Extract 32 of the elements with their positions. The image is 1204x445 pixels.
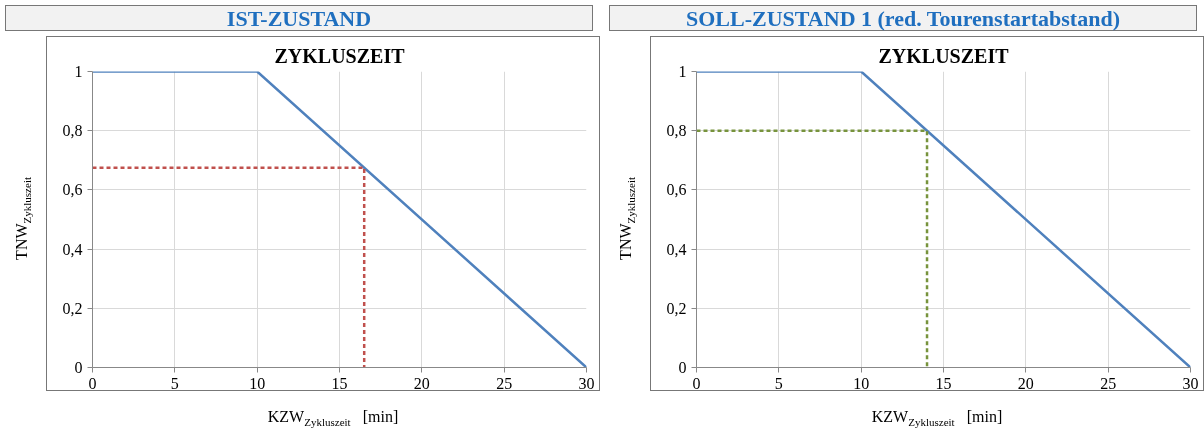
y-tick-label: 0,4 bbox=[62, 240, 83, 258]
chart-title: IST-ZUSTAND bbox=[226, 6, 372, 32]
chart-subtitle: ZYKLUSZEIT bbox=[878, 44, 1010, 67]
x-tick-label: 0 bbox=[88, 374, 97, 392]
y-tick-label: 0,2 bbox=[62, 299, 83, 317]
y-tick-label: 0,8 bbox=[666, 122, 687, 140]
y-tick-label: 0,8 bbox=[62, 122, 83, 140]
x-tick-label: 30 bbox=[1182, 374, 1199, 392]
x-tick-label: 10 bbox=[853, 374, 870, 392]
y-tick-label: 1 bbox=[678, 63, 687, 80]
y-tick-label: 0,6 bbox=[62, 181, 83, 199]
y-tick-label: 0,2 bbox=[666, 299, 687, 317]
y-tick-label: 0 bbox=[678, 359, 687, 376]
x-tick-label: 20 bbox=[1017, 374, 1034, 392]
x-tick-label: 20 bbox=[413, 374, 430, 392]
x-tick-label: 10 bbox=[249, 374, 266, 392]
x-tick-label: 15 bbox=[331, 374, 348, 392]
x-tick-label: 0 bbox=[692, 374, 701, 392]
x-axis-title: KZW$_{Zykluszeit}$ [min] bbox=[267, 407, 399, 431]
x-tick-label: 5 bbox=[170, 374, 179, 392]
y-tick-label: 0,6 bbox=[666, 181, 687, 199]
x-tick-label: 15 bbox=[935, 374, 952, 392]
x-tick-label: 5 bbox=[774, 374, 783, 392]
y-tick-label: 1 bbox=[74, 63, 83, 80]
x-axis-title: KZW$_{Zykluszeit}$ [min] bbox=[871, 407, 1003, 431]
y-tick-label: 0,4 bbox=[666, 240, 687, 258]
x-tick-label: 25 bbox=[496, 374, 513, 392]
x-tick-label: 30 bbox=[578, 374, 595, 392]
chart-title: SOLL-ZUSTAND 1 (red. Tourenstartabstand) bbox=[686, 6, 1120, 32]
y-tick-label: 0 bbox=[74, 359, 83, 376]
chart-subtitle: ZYKLUSZEIT bbox=[274, 44, 406, 67]
x-tick-label: 25 bbox=[1100, 374, 1117, 392]
